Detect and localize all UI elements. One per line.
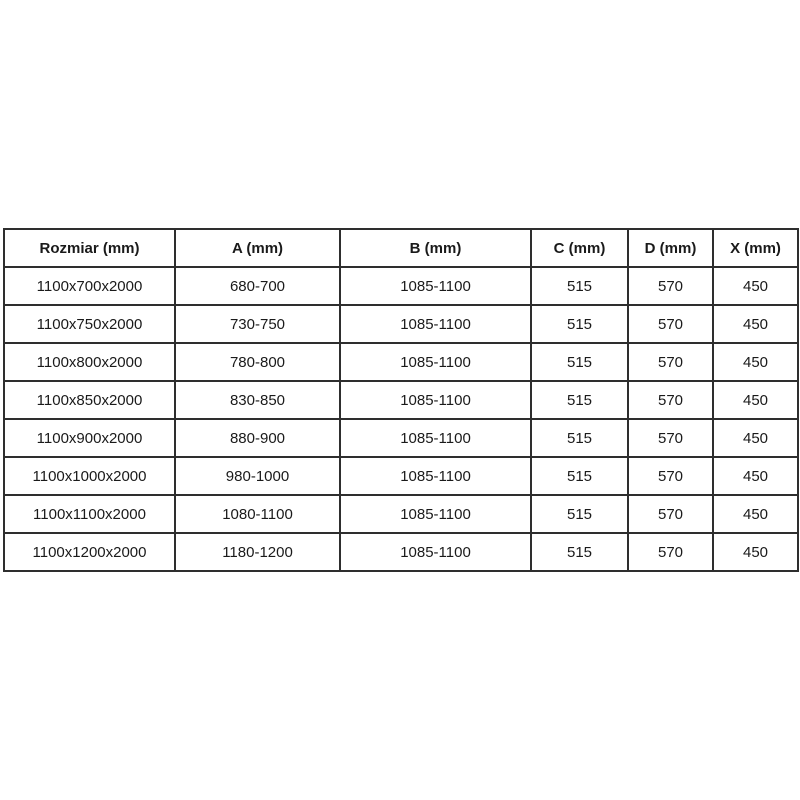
table-cell: 1085-1100 [339, 266, 532, 306]
table-cell: 1100x1200x2000 [3, 532, 176, 572]
table-cell: 880-900 [174, 418, 341, 458]
table-cell: 1085-1100 [339, 456, 532, 496]
table-cell: 515 [530, 456, 629, 496]
table-cell: 450 [712, 304, 799, 344]
table-cell: 1100x850x2000 [3, 380, 176, 420]
table-cell: 570 [627, 456, 714, 496]
header-cell: X (mm) [712, 228, 799, 268]
table-cell: 1080-1100 [174, 494, 341, 534]
table-cell: 1085-1100 [339, 418, 532, 458]
table-cell: 1100x800x2000 [3, 342, 176, 382]
table-cell: 780-800 [174, 342, 341, 382]
table-cell: 1085-1100 [339, 380, 532, 420]
table-cell: 1180-1200 [174, 532, 341, 572]
table-cell: 450 [712, 418, 799, 458]
table-cell: 450 [712, 266, 799, 306]
table-cell: 570 [627, 532, 714, 572]
table-cell: 515 [530, 380, 629, 420]
table-cell: 450 [712, 342, 799, 382]
table-cell: 1100x1000x2000 [3, 456, 176, 496]
header-cell: C (mm) [530, 228, 629, 268]
table-cell: 570 [627, 380, 714, 420]
table-cell: 515 [530, 342, 629, 382]
header-cell: A (mm) [174, 228, 341, 268]
table-cell: 1085-1100 [339, 494, 532, 534]
table-cell: 570 [627, 418, 714, 458]
table-cell: 570 [627, 342, 714, 382]
table-cell: 515 [530, 532, 629, 572]
table-cell: 450 [712, 532, 799, 572]
size-table-container: Rozmiar (mm) A (mm) B (mm) C (mm) D (mm) X (m… [3, 228, 799, 572]
table-cell: 1085-1100 [339, 342, 532, 382]
table-row: 1100x900x2000 880-900 1085-1100 515 570 450 [3, 418, 799, 458]
table-cell: 515 [530, 418, 629, 458]
table-cell: 515 [530, 304, 629, 344]
table-cell: 450 [712, 456, 799, 496]
table-row: 1100x850x2000 830-850 1085-1100 515 570 450 [3, 380, 799, 420]
table-cell: 830-850 [174, 380, 341, 420]
table-cell: 1100x900x2000 [3, 418, 176, 458]
table-cell: 570 [627, 494, 714, 534]
table-cell: 1100x700x2000 [3, 266, 176, 306]
table-cell: 450 [712, 380, 799, 420]
table-row: 1100x700x2000 680-700 1085-1100 515 570 450 [3, 266, 799, 306]
table-row: 1100x800x2000 780-800 1085-1100 515 570 450 [3, 342, 799, 382]
header-row: Rozmiar (mm) A (mm) B (mm) C (mm) D (mm) X (m… [3, 228, 799, 268]
table-cell: 730-750 [174, 304, 341, 344]
table-cell: 980-1000 [174, 456, 341, 496]
header-cell: B (mm) [339, 228, 532, 268]
size-spec-table: Rozmiar (mm) A (mm) B (mm) C (mm) D (mm) X (m… [3, 228, 799, 572]
table-cell: 515 [530, 494, 629, 534]
table-cell: 1085-1100 [339, 532, 532, 572]
table-row: 1100x750x2000 730-750 1085-1100 515 570 450 [3, 304, 799, 344]
header-cell: D (mm) [627, 228, 714, 268]
table-row: 1100x1100x2000 1080-1100 1085-1100 515 570 45… [3, 494, 799, 534]
table-cell: 570 [627, 266, 714, 306]
table-cell: 680-700 [174, 266, 341, 306]
header-cell: Rozmiar (mm) [3, 228, 176, 268]
table-cell: 1100x750x2000 [3, 304, 176, 344]
table-body: 1100x700x2000 680-700 1085-1100 515 570 450 11… [3, 266, 799, 572]
table-cell: 1100x1100x2000 [3, 494, 176, 534]
table-row: 1100x1200x2000 1180-1200 1085-1100 515 570 45… [3, 532, 799, 572]
table-row: 1100x1000x2000 980-1000 1085-1100 515 570 450 [3, 456, 799, 496]
table-cell: 570 [627, 304, 714, 344]
table-cell: 1085-1100 [339, 304, 532, 344]
table-cell: 450 [712, 494, 799, 534]
table-cell: 515 [530, 266, 629, 306]
